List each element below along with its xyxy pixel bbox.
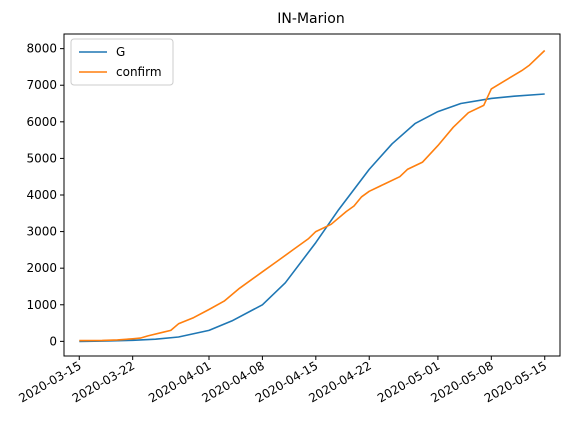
series-line-G xyxy=(79,93,545,343)
y-tick-label: 6000 xyxy=(26,115,57,129)
plot-area xyxy=(79,49,546,343)
plot-frame xyxy=(63,33,561,357)
y-tick-label: 4000 xyxy=(26,188,57,202)
y-tick-label: 8000 xyxy=(26,42,57,56)
y-tick-label: 7000 xyxy=(26,78,57,92)
chart-title: IN-Marion xyxy=(277,11,344,27)
legend-box xyxy=(70,38,174,86)
legend-label-confirm: confirm xyxy=(116,65,162,79)
series-line-confirm xyxy=(79,49,546,342)
legend-label-G: G xyxy=(116,45,125,59)
y-tick-label: 0 xyxy=(49,334,57,348)
series-layer xyxy=(79,49,546,343)
y-tick-label: 3000 xyxy=(26,225,57,239)
y-tick-label: 1000 xyxy=(26,298,57,312)
y-tick-label: 2000 xyxy=(26,261,57,275)
y-axis: 0 1000 2000 3000 4000 5000 6000 7000 8000 xyxy=(26,42,64,348)
y-tick-label: 5000 xyxy=(26,151,57,165)
